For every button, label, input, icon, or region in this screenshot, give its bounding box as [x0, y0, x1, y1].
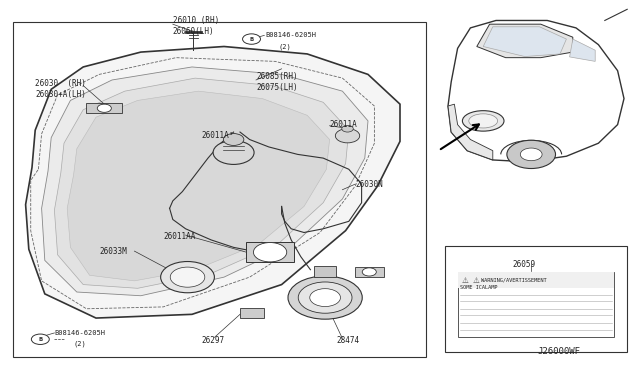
Circle shape: [161, 262, 214, 293]
Circle shape: [97, 104, 111, 112]
Text: (2): (2): [74, 341, 86, 347]
Circle shape: [298, 282, 352, 313]
Text: 26059: 26059: [512, 260, 535, 269]
Polygon shape: [448, 104, 493, 160]
Text: 26075(LH): 26075(LH): [256, 83, 298, 92]
Bar: [13, 22, 426, 357]
Polygon shape: [26, 46, 400, 318]
Bar: [246, 242, 294, 262]
Text: B08146-6205H: B08146-6205H: [54, 330, 106, 336]
Polygon shape: [54, 78, 349, 288]
Text: 28474: 28474: [336, 336, 359, 345]
Circle shape: [342, 125, 353, 132]
Bar: [458, 272, 614, 288]
Circle shape: [213, 141, 254, 164]
Text: 26030  (RH): 26030 (RH): [35, 79, 86, 88]
Text: 26060(LH): 26060(LH): [173, 27, 214, 36]
Bar: [314, 266, 336, 277]
Bar: [86, 103, 122, 113]
Circle shape: [310, 289, 340, 307]
Polygon shape: [448, 20, 624, 162]
Ellipse shape: [462, 111, 504, 131]
Text: ⚠: ⚠: [472, 276, 479, 285]
Polygon shape: [67, 91, 330, 281]
Circle shape: [170, 267, 205, 287]
Text: ⚠: ⚠: [462, 276, 469, 285]
Polygon shape: [570, 39, 595, 61]
Polygon shape: [477, 24, 573, 58]
Text: 26011A³: 26011A³: [202, 131, 234, 140]
Text: B08146-6205H: B08146-6205H: [266, 32, 317, 38]
Circle shape: [31, 334, 49, 344]
Polygon shape: [42, 67, 368, 296]
Text: WARNING/AVERTISSEMENT: WARNING/AVERTISSEMENT: [481, 278, 547, 283]
Circle shape: [253, 243, 287, 262]
Circle shape: [507, 140, 556, 169]
Ellipse shape: [468, 114, 498, 128]
Text: SOME ICALAMP: SOME ICALAMP: [460, 285, 498, 290]
Circle shape: [520, 148, 542, 161]
Circle shape: [335, 129, 360, 143]
Text: J26000WF: J26000WF: [538, 347, 580, 356]
Bar: [445, 246, 627, 352]
Text: 26030N: 26030N: [355, 180, 383, 189]
Text: 26030+A(LH): 26030+A(LH): [35, 90, 86, 99]
Text: 26011A: 26011A: [330, 120, 357, 129]
Text: 26085(RH): 26085(RH): [256, 72, 298, 81]
Bar: [355, 267, 384, 277]
Text: 26297: 26297: [202, 336, 225, 345]
Polygon shape: [483, 27, 566, 57]
Text: B: B: [38, 337, 42, 342]
Text: 26010 (RH): 26010 (RH): [173, 16, 219, 25]
Circle shape: [362, 268, 376, 276]
Circle shape: [288, 276, 362, 319]
Circle shape: [223, 134, 244, 145]
Text: (2): (2): [278, 43, 291, 50]
Text: 26011AA: 26011AA: [163, 232, 196, 241]
Text: 26033M: 26033M: [99, 247, 127, 256]
Bar: [458, 272, 614, 337]
Text: B: B: [250, 36, 253, 42]
Circle shape: [243, 34, 260, 44]
Bar: [240, 308, 264, 318]
